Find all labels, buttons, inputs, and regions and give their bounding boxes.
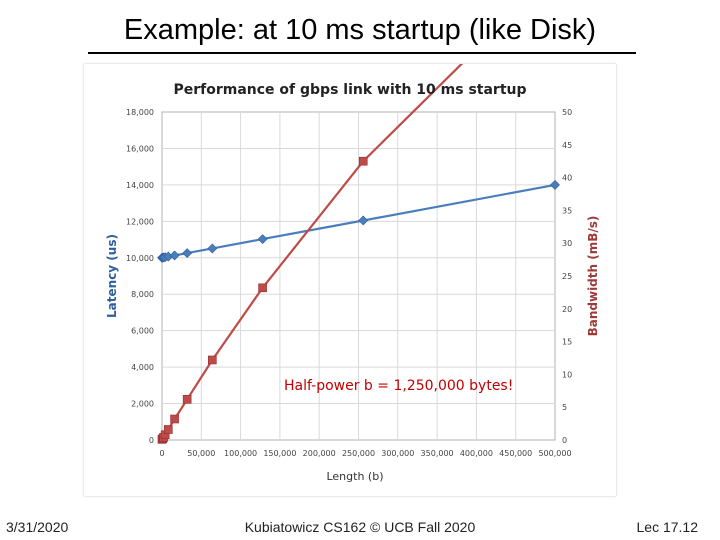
y2-tick-label: 0 <box>562 436 567 445</box>
series-2-point <box>163 425 173 434</box>
y2-tick-label: 30 <box>562 239 572 248</box>
y-tick-label: 2,000 <box>131 400 154 409</box>
y2-tick-label: 50 <box>562 108 572 117</box>
series-1-point <box>169 250 180 261</box>
series-2-point <box>258 283 267 293</box>
y-axis-label: Latency (us) <box>105 234 119 318</box>
y2-tick-label: 5 <box>562 403 567 412</box>
series-1-point <box>182 248 193 259</box>
x-tick-label: 100,000 <box>224 449 257 458</box>
footer-lecture: Lec 17.12 <box>636 519 699 535</box>
y-tick-label: 8,000 <box>131 290 154 299</box>
y2-tick-label: 45 <box>562 141 572 150</box>
axes: 0 2,000 4,000 6,000 8,000 10,000 12,000 14,000 1… <box>126 108 572 458</box>
half-power-annotation: Half-power b = 1,250,000 bytes! <box>284 378 513 394</box>
y2-tick-label: 35 <box>562 206 572 215</box>
y2-axis-label: Bandwidth (mB/s) <box>586 216 600 337</box>
x-tick-label: 500,000 <box>538 449 571 458</box>
series-2-point <box>208 355 217 365</box>
chart-title: Performance of gbps link with 10 ms star… <box>173 82 526 98</box>
y-tick-label: 16,000 <box>126 144 154 153</box>
y2-tick-label: 40 <box>562 174 572 183</box>
series-2-point <box>358 156 368 166</box>
series-1-point <box>207 243 218 254</box>
series-1-point <box>550 179 560 190</box>
x-tick-label: 200,000 <box>303 449 336 458</box>
y2-tick-label: 20 <box>562 305 572 314</box>
y2-tick-label: 15 <box>562 338 572 347</box>
y-tick-label: 18,000 <box>126 108 154 117</box>
x-tick-label: 400,000 <box>460 449 493 458</box>
series-2-point <box>170 414 179 424</box>
chart-svg: 0 2,000 4,000 6,000 8,000 10,000 12,000 14,000 1… <box>105 64 600 483</box>
series-1-point <box>358 215 369 226</box>
x-tick-label: 300,000 <box>381 449 414 458</box>
series-layer <box>157 64 560 444</box>
x-tick-label: 150,000 <box>263 449 296 458</box>
y-tick-label: 12,000 <box>126 217 154 226</box>
x-axis-label: Length (b) <box>326 470 383 483</box>
x-tick-label: 0 <box>159 449 164 458</box>
title-underline <box>88 52 636 54</box>
series-2-point <box>182 395 192 404</box>
footer-date: 3/31/2020 <box>6 519 69 535</box>
x-tick-label: 250,000 <box>342 449 375 458</box>
x-tick-label: 350,000 <box>421 449 454 458</box>
y2-tick-label: 25 <box>562 272 572 281</box>
y-tick-label: 10,000 <box>126 254 154 263</box>
grid-lines <box>162 112 555 440</box>
series-1-point <box>257 234 268 245</box>
x-tick-label: 450,000 <box>499 449 532 458</box>
y-tick-label: 4,000 <box>131 363 154 372</box>
x-tick-label: 50,000 <box>187 449 215 458</box>
y-tick-label: 6,000 <box>131 327 154 336</box>
slide-title: Example: at 10 ms startup (like Disk) <box>123 14 597 46</box>
chart-frame: 0 2,000 4,000 6,000 8,000 10,000 12,000 14,000 1… <box>84 64 616 496</box>
footer-course: Kubiatowicz CS162 © UCB Fall 2020 <box>244 519 476 535</box>
y-tick-label: 14,000 <box>126 181 154 190</box>
y-tick-label: 0 <box>149 436 154 445</box>
y2-tick-label: 10 <box>562 370 572 379</box>
